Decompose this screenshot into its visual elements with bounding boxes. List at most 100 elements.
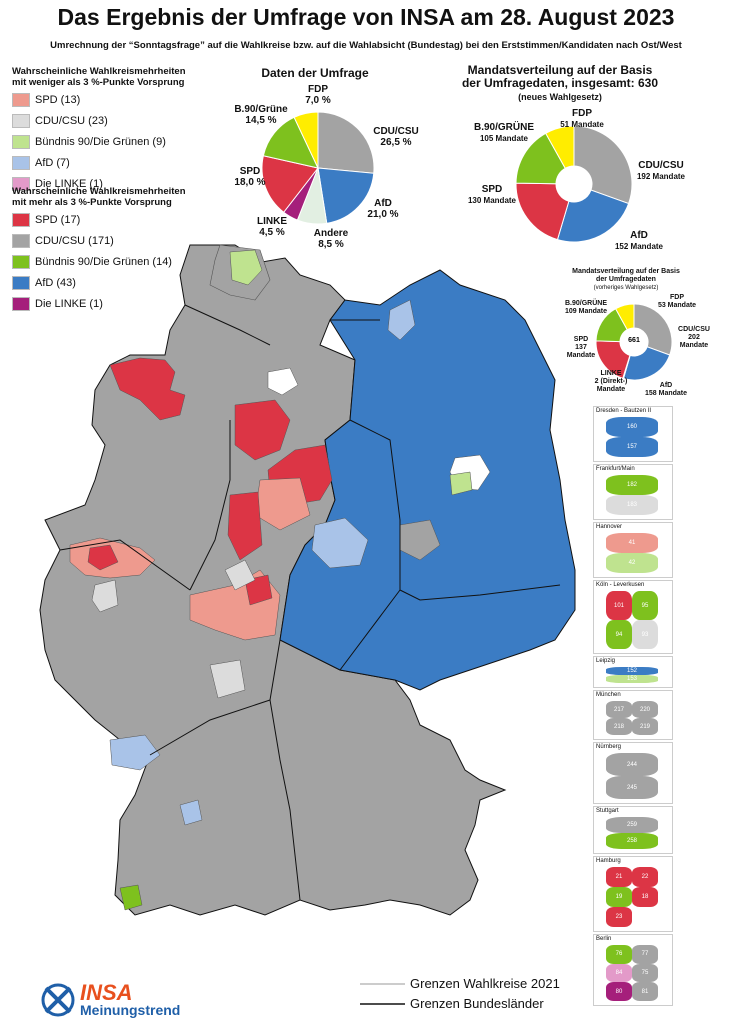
legend-label: AfD (7)	[35, 157, 70, 169]
inset-district: 76	[606, 945, 632, 964]
seats-old-label-cdu: CDU/CSU 202 Mandate	[678, 326, 710, 349]
inset-district: 23	[606, 907, 632, 927]
seats-donut-chart	[515, 125, 633, 243]
legend-header-weak: Wahrscheinliche Wahlkreismehrheiten mit …	[12, 66, 186, 88]
inset-title: Leipzig	[596, 658, 616, 664]
insa-logo-text: INSA	[80, 980, 133, 1005]
inset-district: 153	[606, 675, 658, 683]
city-inset-hamburg: Hamburg 21 22 19 18 23	[593, 856, 673, 932]
inset-title: Nürnberg	[596, 744, 622, 750]
pie-slice-spd	[261, 155, 319, 213]
map-east-region	[279, 269, 576, 691]
inset-district: 157	[606, 437, 658, 457]
seats-old-label-green: B.90/GRÜNE 109 Mandate	[564, 300, 608, 315]
legend-label: Die LINKE (1)	[35, 178, 103, 190]
inset-district: 93	[632, 620, 658, 649]
legend-item: Bündnis 90/Die Grünen (9)	[12, 134, 166, 150]
map-cdu-light-central	[224, 559, 256, 591]
legend-swatch	[12, 114, 30, 128]
seats-old-title: Mandatsverteilung auf der Basis der Umfra…	[572, 268, 680, 291]
inset-district: 84	[606, 963, 632, 983]
legend-swatch	[12, 93, 30, 107]
inset-district: 245	[606, 776, 658, 799]
legend-swatch	[12, 156, 30, 170]
pie-slice-fdp	[293, 111, 319, 169]
legend-label: CDU/CSU (23)	[35, 115, 108, 127]
city-inset-hannover: Hannover 41 42	[593, 522, 673, 578]
map-green-sh	[229, 249, 263, 286]
legend-line-wahlkreise: Grenzen Wahlkreise 2021	[410, 976, 560, 991]
footer-lines	[360, 983, 405, 1005]
inset-title: München	[596, 692, 621, 698]
survey-label-andere: Andere 8,5 %	[313, 228, 349, 250]
inset-district: 80	[606, 982, 632, 1001]
inset-district: 77	[632, 945, 658, 964]
legend-item: Bündnis 90/Die Grünen (14)	[12, 254, 172, 270]
pie-slice-cdu-csu	[633, 303, 673, 356]
legend-item: CDU/CSU (23)	[12, 113, 108, 129]
survey-label-linke: LINKE 4,5 %	[257, 216, 287, 238]
legend-swatch	[12, 255, 30, 269]
inset-district: 22	[632, 867, 658, 887]
inset-district: 95	[632, 591, 658, 620]
inset-district: 218	[606, 718, 632, 735]
seats-old-donut-chart	[595, 303, 673, 381]
city-inset-leipzig: Leipzig 152 153	[593, 656, 673, 688]
pie-slice-afd	[622, 346, 671, 381]
map-spd-hannover	[234, 399, 291, 461]
map-afd-light-stuttgart	[179, 799, 203, 826]
inset-district: 19	[606, 887, 632, 907]
pie-slice-cdu-csu	[573, 125, 633, 205]
inset-district: 244	[606, 753, 658, 776]
legend-swatch	[12, 177, 30, 191]
legend-item: Die LINKE (1)	[12, 176, 103, 192]
inset-district: 259	[606, 817, 658, 833]
inset-district: 101	[606, 591, 632, 620]
legend-item: Die LINKE (1)	[12, 296, 103, 312]
inset-district: 21	[606, 867, 632, 887]
inset-district: 18	[632, 887, 658, 907]
legend-label: SPD (17)	[35, 214, 81, 226]
map-spd-hesse-dark	[244, 574, 273, 606]
pie-slice-spd	[515, 182, 570, 241]
seats-old-label-spd: SPD 137 Mandate	[566, 336, 596, 359]
survey-label-green: B.90/Grüne 14,5 %	[234, 104, 288, 126]
inset-district: 183	[606, 495, 658, 515]
pie-slice-b-90-gr-ne	[262, 116, 319, 169]
inset-district: 41	[606, 533, 658, 553]
seats-label-fdp: FDP 51 Mandate	[560, 108, 604, 129]
city-inset-nürnberg: Nürnberg 244 245	[593, 742, 673, 804]
legend-item: SPD (17)	[12, 212, 80, 228]
insa-logo-icon	[41, 983, 75, 1017]
seats-label-spd: SPD 130 Mandate	[467, 184, 517, 205]
inset-district: 42	[606, 553, 658, 573]
inset-title: Frankfurt/Main	[596, 466, 635, 472]
map-cdu-light-west	[209, 659, 246, 699]
survey-label-spd: SPD 18,0 %	[234, 166, 266, 188]
survey-title: Daten der Umfrage	[261, 66, 369, 80]
legend-swatch	[12, 297, 30, 311]
seats-label-cdu: CDU/CSU 192 Mandate	[636, 160, 686, 181]
legend-header-strong: Wahrscheinliche Wahlkreismehrheiten mit …	[12, 186, 186, 208]
inset-district: 182	[606, 475, 658, 495]
map-afd-light-north	[387, 299, 416, 341]
inset-district: 220	[632, 701, 658, 718]
legend-item: SPD (13)	[12, 92, 80, 108]
inset-title: Dresden - Bautzen II	[596, 408, 652, 414]
city-inset-stuttgart: Stuttgart 259 258	[593, 806, 673, 854]
map-berlin-green	[449, 471, 473, 496]
legend-label: Bündnis 90/Die Grünen (14)	[35, 256, 172, 268]
city-inset-köln-leverkusen: Köln - Leverkusen 101 95 94 93	[593, 580, 673, 654]
map-afd-light-southwest	[109, 734, 161, 771]
city-inset-münchen: München 217 220 218 219	[593, 690, 673, 740]
survey-label-fdp: FDP 7,0 %	[305, 84, 331, 106]
seats-label-afd: AfD 152 Mandate	[614, 230, 664, 251]
legend-label: Bündnis 90/Die Grünen (9)	[35, 136, 166, 148]
map-hamburg	[267, 367, 299, 396]
inset-title: Stuttgart	[596, 808, 619, 814]
seats-old-label-linke: LINKE 2 (Direkt-) Mandate	[594, 370, 628, 393]
map-ruhr-red	[87, 544, 119, 571]
city-inset-dresden-bautzen-ii: Dresden - Bautzen II 160 157	[593, 406, 673, 462]
legend-item: AfD (43)	[12, 275, 76, 291]
page-subtitle: Umrechnung der “Sonntagsfrage” auf die W…	[50, 40, 682, 51]
